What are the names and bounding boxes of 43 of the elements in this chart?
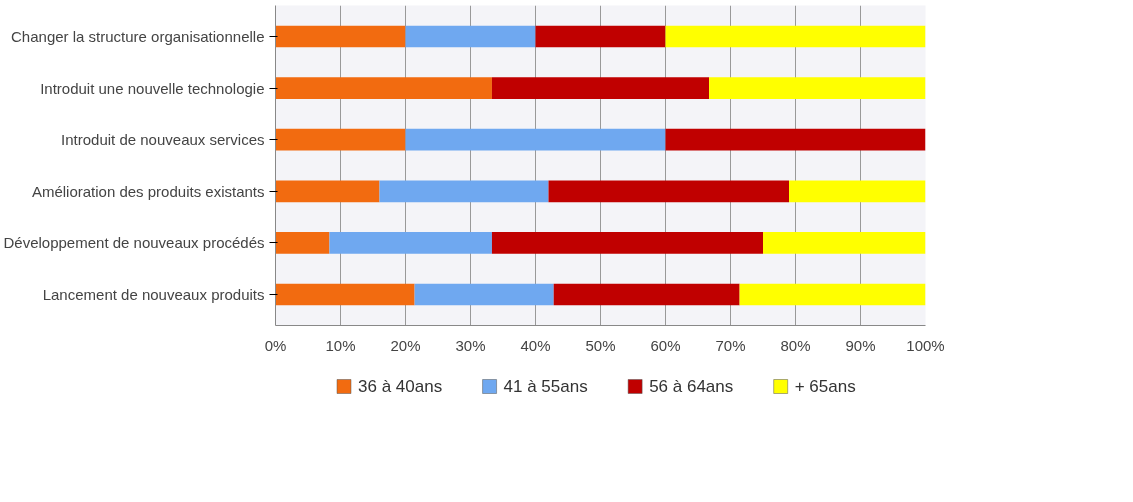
y-tick-label: Introduit une nouvelle technologie — [40, 79, 265, 97]
bar — [275, 232, 330, 254]
bar — [275, 77, 492, 99]
bar — [535, 25, 666, 48]
bar — [665, 25, 926, 48]
x-tick-label: 30% — [455, 336, 486, 354]
x-tick-label: 50% — [585, 336, 616, 354]
y-tick-label: Changer la structure organisationnelle — [11, 27, 265, 45]
x-tick-label: 20% — [390, 336, 421, 354]
x-tick-label: 10% — [325, 336, 356, 354]
bar — [709, 77, 926, 99]
bar — [275, 283, 415, 306]
bar — [491, 232, 763, 254]
bar — [275, 25, 406, 48]
bar — [414, 283, 554, 306]
legend-label: 36 à 40ans — [358, 377, 443, 396]
x-tick-label: 40% — [520, 336, 551, 354]
bar — [491, 77, 710, 99]
x-tick-label: 70% — [715, 336, 746, 354]
x-tick-label: 0% — [264, 336, 287, 354]
bar — [789, 180, 926, 203]
bar — [405, 128, 666, 151]
legend-label: 56 à 64ans — [649, 377, 734, 396]
bar — [763, 232, 926, 254]
bar — [739, 283, 926, 306]
x-tick-label: 100% — [906, 336, 945, 354]
bar — [329, 232, 492, 254]
x-tick-label: 90% — [845, 336, 876, 354]
y-tick-label: Introduit de nouveaux services — [61, 131, 265, 149]
bar — [405, 25, 536, 48]
bar — [379, 180, 549, 203]
legend-label: 41 à 55ans — [503, 377, 588, 396]
legend-label: + 65ans — [794, 377, 856, 396]
y-tick-label: Lancement de nouveaux produits — [42, 286, 265, 304]
bar — [275, 128, 406, 151]
bar — [548, 180, 789, 203]
x-tick-label: 80% — [780, 336, 811, 354]
x-tick-label: 60% — [650, 336, 681, 354]
bar — [665, 128, 926, 151]
bar — [275, 180, 380, 203]
y-tick-label: Développement de nouveaux procédés — [3, 234, 265, 252]
y-tick-label: Amélioration des produits existants — [31, 182, 265, 200]
bar — [553, 283, 740, 306]
